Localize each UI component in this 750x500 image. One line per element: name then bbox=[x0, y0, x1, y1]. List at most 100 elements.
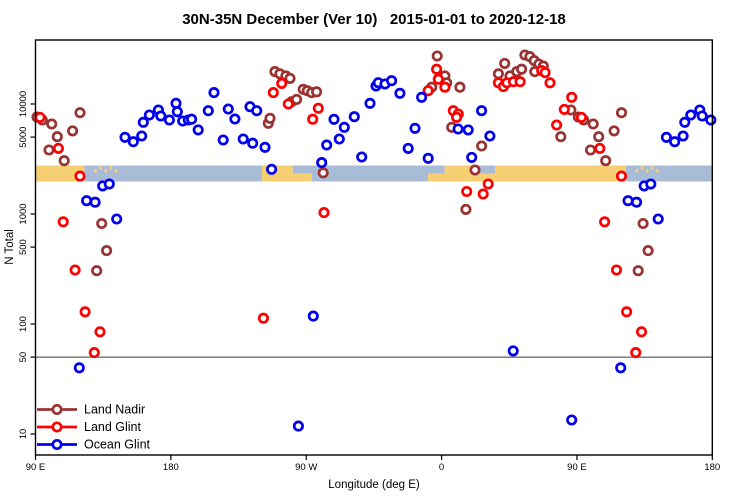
x-tick-label: 90 E bbox=[567, 462, 587, 473]
data-point-ocean-glint bbox=[163, 114, 175, 126]
data-point-land-glint bbox=[74, 170, 86, 182]
data-point-ocean-glint bbox=[333, 133, 345, 145]
data-point-land-glint bbox=[422, 85, 434, 97]
data-point-land-glint bbox=[439, 81, 451, 93]
data-point-land-glint bbox=[69, 264, 81, 276]
data-point-ocean-glint bbox=[422, 152, 434, 164]
x-axis: 90 E 180 90 W 0 90 E 180 bbox=[26, 455, 720, 473]
data-point-ocean-glint bbox=[307, 310, 319, 322]
x-tick-label: 90 W bbox=[295, 462, 317, 473]
data-point-land-nadir bbox=[600, 155, 612, 167]
data-point-land-glint bbox=[57, 216, 69, 228]
data-point-land-glint bbox=[267, 87, 279, 99]
data-point-ocean-glint bbox=[89, 196, 101, 208]
legend-item-land-nadir: Land Nadir bbox=[37, 403, 145, 417]
data-point-land-nadir bbox=[67, 125, 79, 137]
legend-label: Land Nadir bbox=[84, 403, 145, 417]
band-island-speckle bbox=[635, 169, 639, 173]
band-segment-ocean bbox=[474, 165, 495, 174]
data-point-land-nadir bbox=[555, 131, 567, 143]
data-point-land-glint bbox=[257, 312, 269, 324]
data-point-land-nadir bbox=[291, 93, 303, 105]
data-point-ocean-glint bbox=[217, 134, 229, 146]
data-point-ocean-glint bbox=[143, 109, 155, 121]
data-point-ocean-glint bbox=[237, 133, 249, 145]
data-point-land-glint bbox=[544, 77, 556, 89]
data-point-land-glint bbox=[307, 113, 319, 125]
data-point-ocean-glint bbox=[696, 110, 708, 122]
data-point-land-glint bbox=[594, 142, 606, 154]
y-tick-label: 10 bbox=[18, 429, 29, 440]
data-point-ocean-glint bbox=[452, 123, 464, 135]
data-point-ocean-glint bbox=[171, 106, 183, 118]
data-point-land-nadir bbox=[43, 144, 55, 156]
band-segment-land bbox=[35, 173, 85, 182]
data-point-land-nadir bbox=[46, 118, 58, 130]
legend-label: Land Glint bbox=[84, 420, 142, 434]
x-tick-label: 180 bbox=[163, 462, 179, 473]
band-island-speckle bbox=[104, 169, 107, 173]
data-point-land-glint bbox=[482, 178, 494, 190]
band-segment-ocean bbox=[625, 173, 713, 182]
data-point-ocean-glint bbox=[409, 122, 421, 134]
data-point-land-nadir bbox=[460, 203, 472, 215]
data-point-ocean-glint bbox=[622, 195, 634, 207]
data-point-land-nadir bbox=[469, 164, 481, 176]
data-point-ocean-glint bbox=[685, 109, 697, 121]
data-point-land-nadir bbox=[91, 265, 103, 277]
band-segment-land bbox=[444, 165, 475, 174]
data-point-land-nadir bbox=[516, 63, 528, 75]
band-island-speckle bbox=[109, 166, 113, 170]
data-point-land-nadir bbox=[311, 86, 323, 98]
band-island-speckle bbox=[645, 169, 649, 173]
data-point-ocean-glint bbox=[394, 87, 406, 99]
band-segment-land bbox=[428, 173, 626, 182]
band-island-speckle bbox=[99, 166, 102, 170]
x-tick-label: 90 E bbox=[26, 462, 46, 473]
data-point-ocean-glint bbox=[679, 116, 691, 128]
data-point-land-nadir bbox=[284, 72, 296, 84]
data-point-land-glint bbox=[34, 111, 46, 123]
data-point-ocean-glint bbox=[229, 113, 241, 125]
data-point-ocean-glint bbox=[321, 139, 333, 151]
legend-item-land-glint: Land Glint bbox=[37, 420, 142, 434]
data-point-ocean-glint bbox=[705, 114, 717, 126]
data-point-ocean-glint bbox=[155, 110, 167, 122]
data-point-land-glint bbox=[610, 264, 623, 276]
data-point-land-nadir bbox=[499, 57, 511, 69]
data-point-ocean-glint bbox=[266, 163, 278, 175]
y-tick-label: 50 bbox=[18, 352, 29, 363]
band-segment-ocean bbox=[625, 165, 713, 174]
data-point-land-glint bbox=[431, 63, 443, 75]
land-ocean-band bbox=[35, 165, 713, 182]
y-tick-label: 10000 bbox=[18, 91, 29, 117]
data-point-ocean-glint bbox=[348, 111, 360, 123]
data-point-land-nadir bbox=[615, 107, 628, 119]
data-point-ocean-glint bbox=[356, 151, 368, 163]
data-point-ocean-glint bbox=[476, 105, 488, 117]
data-point-ocean-glint bbox=[364, 97, 376, 109]
data-point-ocean-glint bbox=[660, 131, 672, 143]
data-point-ocean-glint bbox=[192, 124, 204, 136]
data-point-land-glint bbox=[575, 111, 588, 123]
y-axis: 10 50 100 500 1000 5000 10000 bbox=[18, 91, 36, 440]
data-point-land-nadir bbox=[58, 155, 70, 167]
data-point-land-glint bbox=[558, 103, 570, 115]
data-point-ocean-glint bbox=[507, 345, 519, 357]
legend-marker-circle bbox=[51, 421, 63, 433]
data-point-land-glint bbox=[318, 207, 330, 219]
data-point-ocean-glint bbox=[292, 420, 304, 432]
data-point-ocean-glint bbox=[669, 136, 681, 148]
data-point-land-glint bbox=[635, 326, 648, 338]
data-point-land-nadir bbox=[587, 118, 599, 130]
data-point-land-nadir bbox=[101, 245, 113, 257]
y-axis-title: N Total bbox=[4, 229, 16, 265]
data-point-land-glint bbox=[451, 111, 463, 123]
band-segment-land bbox=[35, 165, 85, 174]
data-point-land-nadir bbox=[264, 112, 276, 124]
data-point-ocean-glint bbox=[402, 142, 414, 154]
data-point-ocean-glint bbox=[247, 137, 259, 149]
data-point-land-glint bbox=[461, 185, 473, 198]
data-point-land-nadir bbox=[317, 167, 329, 179]
data-point-land-nadir bbox=[96, 217, 108, 230]
